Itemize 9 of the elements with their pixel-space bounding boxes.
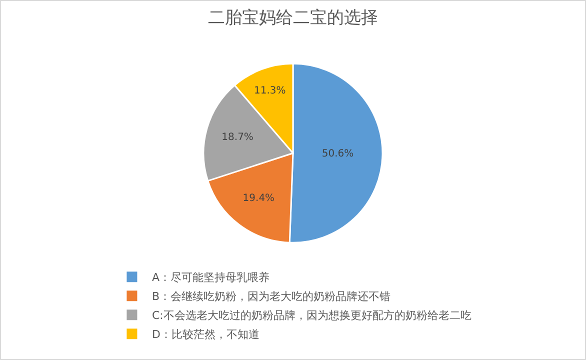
data-label: 11.3%	[254, 85, 286, 96]
legend-label: D：比较茫然，不知道	[152, 328, 260, 342]
data-label: 50.6%	[322, 148, 354, 160]
data-label: 18.7%	[222, 132, 254, 144]
legend-label: A：尽可能坚持母乳喂养	[152, 271, 270, 284]
chart-title: 二胎宝妈给二宝的选择	[208, 8, 378, 28]
data-label: 19.4%	[242, 193, 275, 204]
legend-label: C:不会选老大吃过的奶粉品牌，因为想换更好配方的奶粉给老二吃	[152, 309, 472, 322]
legend-label: B：会继续吃奶粉，因为老大吃的奶粉品牌还不错	[152, 290, 391, 304]
